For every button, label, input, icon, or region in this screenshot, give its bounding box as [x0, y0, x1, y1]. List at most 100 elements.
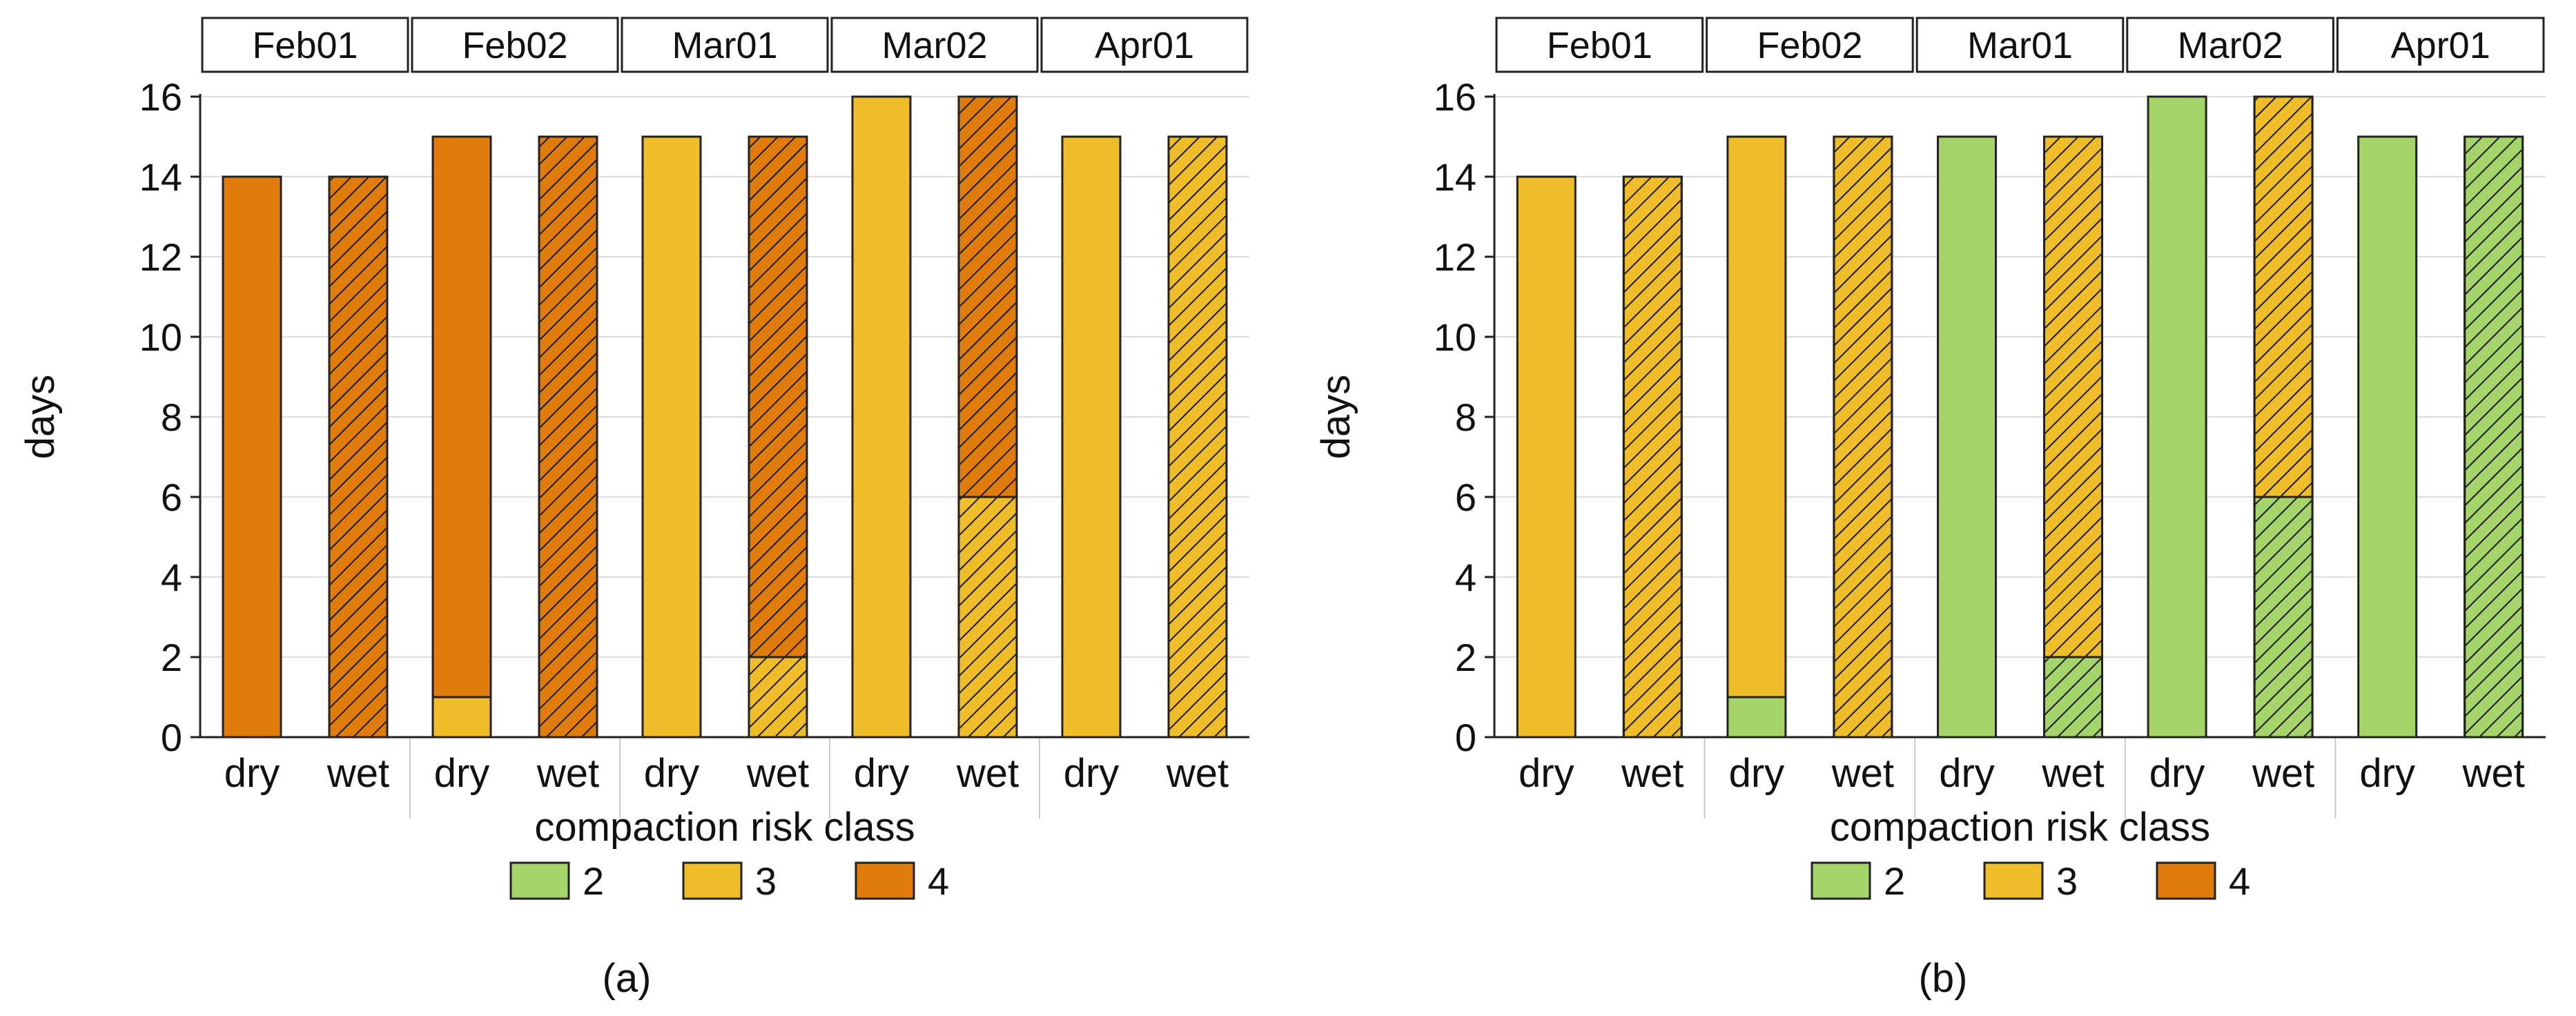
b-y-tick-label: 14 [1434, 155, 1476, 199]
b-legend: 2 3 4 [1811, 859, 2250, 903]
a-facet-label: Feb02 [462, 25, 567, 66]
b-facet-label: Feb01 [1547, 25, 1652, 66]
b-category-label: dry [1519, 751, 1574, 796]
b-category-label: wet [1621, 751, 1684, 796]
a-category-label: wet [956, 751, 1019, 796]
b-bar-Feb01-dry-class-3 [1516, 175, 1577, 739]
a-category-label: wet [326, 751, 389, 796]
a-y-tick-label: 2 [161, 636, 182, 679]
a-legend-label-4: 4 [928, 859, 949, 903]
panel-label-a: (a) [603, 956, 652, 1001]
b-category-label: wet [2041, 751, 2104, 796]
b-facet-strip [2126, 17, 2334, 73]
panel-label-b: (b) [1919, 956, 1968, 1001]
a-y-tick-label: 6 [161, 476, 182, 519]
a-y-tick-label: 0 [161, 716, 182, 759]
b-bar-hatch [2253, 496, 2314, 739]
b-bar-hatch [1833, 135, 1893, 739]
b-y-tick-label: 16 [1434, 75, 1476, 119]
b-bar-hatch [2463, 135, 2524, 739]
b-y-tick-label: 6 [1455, 476, 1476, 519]
a-bar-Apr01-dry-class-3 [1061, 135, 1122, 739]
a-y-tick-label: 8 [161, 395, 182, 439]
b-bar-Mar02-dry-class-2 [2147, 95, 2207, 739]
b-category-label: dry [1939, 751, 1995, 796]
a-category-label: wet [1166, 751, 1229, 796]
b-legend-label-4: 4 [2229, 859, 2250, 903]
b-facet-strip [2336, 17, 2545, 73]
a-legend-swatch-2 [509, 861, 570, 900]
a-legend-label-2: 2 [583, 859, 604, 903]
b-facet-label: Mar01 [1967, 25, 2073, 66]
a-bar-hatch [1167, 135, 1228, 739]
b-facet-strip [1495, 17, 1704, 73]
a-legend: 2 3 4 [509, 859, 949, 903]
b-category-label: wet [1831, 751, 1894, 796]
a-category-label: wet [746, 751, 809, 796]
b-bar-Feb02-dry-class-3 [1726, 135, 1787, 698]
a-x-axis-title: compaction risk class [534, 805, 915, 850]
a-category-label: dry [1064, 751, 1120, 796]
b-x-axis-title: compaction risk class [1830, 805, 2210, 850]
b-bar-hatch [2253, 95, 2314, 498]
a-category-label: dry [854, 751, 910, 796]
b-bar-Mar01-dry-class-2 [1937, 135, 1997, 739]
a-category-label: dry [434, 751, 490, 796]
a-facet-strip [830, 17, 1039, 73]
b-y-tick-label: 0 [1455, 716, 1476, 759]
b-legend-swatch-4 [2156, 861, 2216, 900]
a-bar-hatch [328, 175, 389, 739]
b-bar-Feb02-dry-class-2 [1726, 696, 1787, 739]
a-bar-Mar01-dry-class-3 [641, 135, 702, 739]
a-y-tick-label: 14 [139, 155, 182, 199]
a-facet-strip [1040, 17, 1249, 73]
a-facet-label: Feb01 [252, 25, 358, 66]
b-facet-strip [1915, 17, 2125, 73]
b-category-label: wet [2252, 751, 2314, 796]
a-bar-Mar02-dry-class-3 [851, 95, 912, 739]
a-bar-hatch [957, 95, 1018, 498]
a-bar-Feb01-dry-class-4 [222, 175, 282, 739]
b-y-tick-label: 12 [1434, 235, 1476, 279]
a-facet-label: Mar01 [672, 25, 777, 66]
b-facet-label: Feb02 [1757, 25, 1862, 66]
b-y-tick-label: 8 [1455, 395, 1476, 439]
a-facet-strip [201, 17, 409, 73]
a-facet-label: Apr01 [1095, 25, 1194, 66]
a-y-tick-label: 12 [139, 235, 182, 279]
b-facet-label: Mar02 [2178, 25, 2283, 66]
a-bar-hatch [748, 656, 808, 739]
b-legend-label-3: 3 [2056, 859, 2078, 903]
a-legend-swatch-3 [682, 861, 743, 900]
a-facet-label: Mar02 [881, 25, 987, 66]
b-legend-swatch-3 [1983, 861, 2044, 900]
a-bar-hatch [957, 496, 1018, 739]
a-bar-hatch [748, 135, 808, 658]
a-bar-Feb02-dry-class-3 [431, 696, 492, 739]
b-category-label: wet [2462, 751, 2525, 796]
a-legend-swatch-4 [855, 861, 915, 900]
a-facet-strip [411, 17, 619, 73]
b-category-label: dry [2149, 751, 2205, 796]
a-bar-Feb02-dry-class-4 [431, 135, 492, 698]
b-facet-label: Apr01 [2391, 25, 2490, 66]
a-category-label: wet [536, 751, 599, 796]
b-y-tick-label: 10 [1434, 315, 1476, 359]
a-y-axis-title: days [18, 375, 63, 460]
b-facet-strip [1706, 17, 1914, 73]
b-bar-Apr01-dry-class-2 [2357, 135, 2418, 739]
b-category-label: dry [2359, 751, 2415, 796]
a-category-label: dry [644, 751, 700, 796]
b-bar-hatch [2043, 656, 2103, 739]
a-bar-hatch [538, 135, 598, 739]
b-legend-label-2: 2 [1884, 859, 1905, 903]
a-y-tick-label: 4 [161, 556, 182, 599]
b-y-tick-label: 2 [1455, 636, 1476, 679]
a-y-tick-label: 16 [139, 75, 182, 119]
a-legend-label-3: 3 [755, 859, 777, 903]
a-y-tick-label: 10 [139, 315, 182, 359]
b-legend-swatch-2 [1811, 861, 1871, 900]
